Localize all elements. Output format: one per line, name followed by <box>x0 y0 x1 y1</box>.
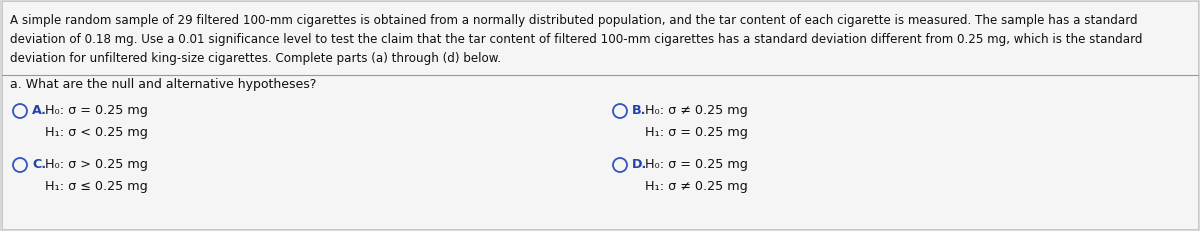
Text: H₁: σ < 0.25 mg: H₁: σ < 0.25 mg <box>46 125 148 138</box>
Text: B.: B. <box>632 103 647 116</box>
Text: H₁: σ ≤ 0.25 mg: H₁: σ ≤ 0.25 mg <box>46 179 148 192</box>
Text: deviation for unfiltered king-size cigarettes. Complete parts (a) through (d) be: deviation for unfiltered king-size cigar… <box>10 52 502 65</box>
Text: D.: D. <box>632 157 647 170</box>
Text: C.: C. <box>32 157 46 170</box>
Text: H₀: σ > 0.25 mg: H₀: σ > 0.25 mg <box>46 157 148 170</box>
FancyBboxPatch shape <box>2 2 1198 229</box>
Text: H₀: σ = 0.25 mg: H₀: σ = 0.25 mg <box>46 103 148 116</box>
Text: H₁: σ ≠ 0.25 mg: H₁: σ ≠ 0.25 mg <box>646 179 748 192</box>
Text: A.: A. <box>32 103 47 116</box>
Text: H₀: σ ≠ 0.25 mg: H₀: σ ≠ 0.25 mg <box>646 103 748 116</box>
Text: H₁: σ = 0.25 mg: H₁: σ = 0.25 mg <box>646 125 748 138</box>
Text: H₀: σ = 0.25 mg: H₀: σ = 0.25 mg <box>646 157 748 170</box>
Text: a. What are the null and alternative hypotheses?: a. What are the null and alternative hyp… <box>10 78 317 91</box>
Text: A simple random sample of 29 filtered 100-mm cigarettes is obtained from a norma: A simple random sample of 29 filtered 10… <box>10 14 1138 27</box>
Text: deviation of 0.18 mg. Use a 0.01 significance level to test the claim that the t: deviation of 0.18 mg. Use a 0.01 signifi… <box>10 33 1142 46</box>
